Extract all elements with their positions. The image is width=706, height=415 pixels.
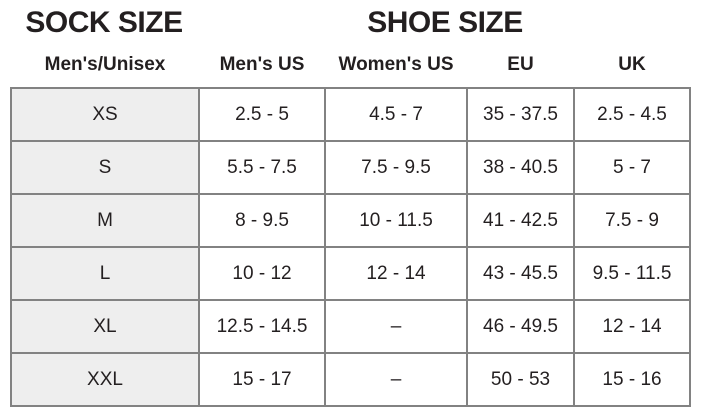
womens-us-cell: –	[324, 352, 468, 407]
mens-us-cell: 8 - 9.5	[198, 193, 326, 248]
table-row-m: M 8 - 9.5 10 - 11.5 41 - 42.5 7.5 - 9	[10, 193, 691, 248]
uk-cell: 5 - 7	[573, 140, 691, 195]
header-row: Men's/Unisex Men's US Women's US EU UK	[11, 42, 690, 88]
womens-us-cell: –	[324, 299, 468, 354]
size-label-cell: XXL	[10, 352, 200, 407]
eu-cell: 43 - 45.5	[466, 246, 575, 301]
table-row-xxl: XXL 15 - 17 – 50 - 53 15 - 16	[10, 352, 691, 407]
table-row-l: L 10 - 12 12 - 14 43 - 45.5 9.5 - 11.5	[10, 246, 691, 301]
size-label-cell: M	[10, 193, 200, 248]
mens-us-cell: 15 - 17	[198, 352, 326, 407]
shoe-size-title: SHOE SIZE	[367, 6, 523, 39]
eu-cell: 50 - 53	[466, 352, 575, 407]
womens-us-cell: 12 - 14	[324, 246, 468, 301]
womens-us-cell: 7.5 - 9.5	[324, 140, 468, 195]
eu-cell: 46 - 49.5	[466, 299, 575, 354]
table-row-xl: XL 12.5 - 14.5 – 46 - 49.5 12 - 14	[10, 299, 691, 354]
uk-cell: 12 - 14	[573, 299, 691, 354]
eu-cell: 38 - 40.5	[466, 140, 575, 195]
table-row-s: S 5.5 - 7.5 7.5 - 9.5 38 - 40.5 5 - 7	[10, 140, 691, 195]
uk-cell: 7.5 - 9	[573, 193, 691, 248]
size-conversion-table: Men's/Unisex Men's US Women's US EU UK X…	[10, 42, 691, 407]
eu-cell: 41 - 42.5	[466, 193, 575, 248]
col-header-womens-us: Women's US	[338, 54, 454, 75]
mens-us-cell: 12.5 - 14.5	[198, 299, 326, 354]
col-header-uk: UK	[618, 54, 646, 75]
col-header-mens-us: Men's US	[219, 54, 305, 75]
uk-cell: 2.5 - 4.5	[573, 87, 691, 142]
eu-cell: 35 - 37.5	[466, 87, 575, 142]
uk-cell: 9.5 - 11.5	[573, 246, 691, 301]
size-label-cell: XL	[10, 299, 200, 354]
size-label-cell: XS	[10, 87, 200, 142]
uk-cell: 15 - 16	[573, 352, 691, 407]
section-titles: SOCK SIZE SHOE SIZE	[0, 0, 706, 42]
table-body: XS 2.5 - 5 4.5 - 7 35 - 37.5 2.5 - 4.5 S…	[10, 87, 691, 407]
sock-size-title: SOCK SIZE	[25, 6, 183, 39]
col-header-eu: EU	[507, 54, 534, 75]
womens-us-cell: 4.5 - 7	[324, 87, 468, 142]
table-row-xs: XS 2.5 - 5 4.5 - 7 35 - 37.5 2.5 - 4.5	[10, 87, 691, 142]
size-label-cell: S	[10, 140, 200, 195]
size-label-cell: L	[10, 246, 200, 301]
table-header: Men's/Unisex Men's US Women's US EU UK	[11, 42, 690, 88]
col-header-mens-unisex: Men's/Unisex	[44, 54, 166, 75]
mens-us-cell: 10 - 12	[198, 246, 326, 301]
mens-us-cell: 5.5 - 7.5	[198, 140, 326, 195]
womens-us-cell: 10 - 11.5	[324, 193, 468, 248]
mens-us-cell: 2.5 - 5	[198, 87, 326, 142]
